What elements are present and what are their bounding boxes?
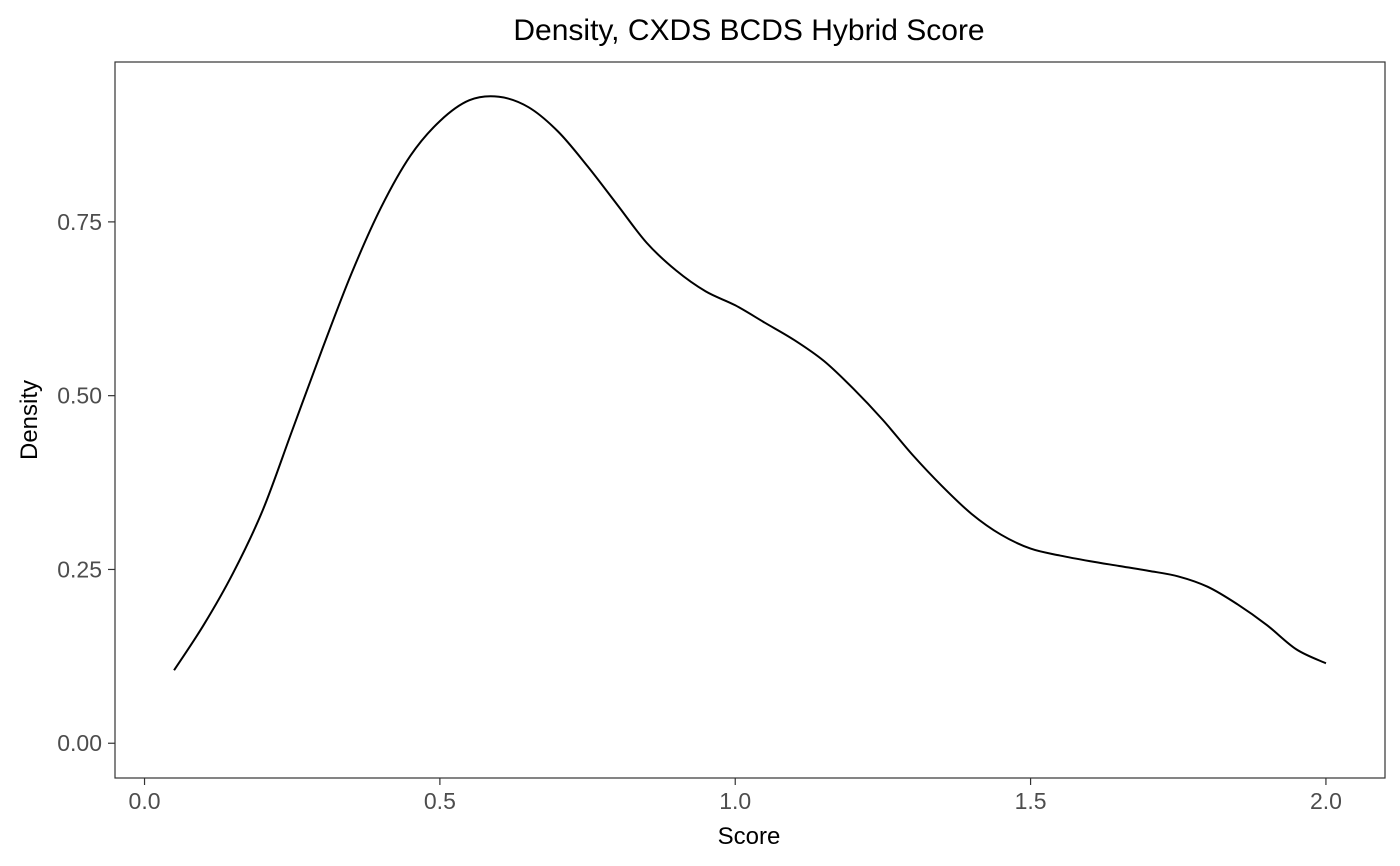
plot-panel [114, 61, 1386, 779]
x-tick-label: 1.0 [719, 788, 751, 814]
x-tick-label: 1.5 [1015, 788, 1047, 814]
y-tick-label: 0.50 [57, 383, 102, 409]
x-tick-label: 2.0 [1310, 788, 1342, 814]
density-curve [173, 95, 1327, 671]
y-axis: 0.00 0.25 0.50 0.75 [57, 209, 115, 756]
y-tick-label: 0.25 [57, 556, 102, 582]
x-axis: 0.0 0.5 1.0 1.5 2.0 [129, 778, 1342, 814]
y-tick-label: 0.00 [57, 730, 102, 756]
x-tick-label: 0.0 [129, 788, 161, 814]
y-axis-title: Density [16, 380, 43, 460]
x-axis-title: Score [718, 823, 781, 850]
y-tick-label: 0.75 [57, 209, 102, 235]
chart-title: Density, CXDS BCDS Hybrid Score [513, 14, 984, 47]
x-tick-label: 0.5 [424, 788, 456, 814]
